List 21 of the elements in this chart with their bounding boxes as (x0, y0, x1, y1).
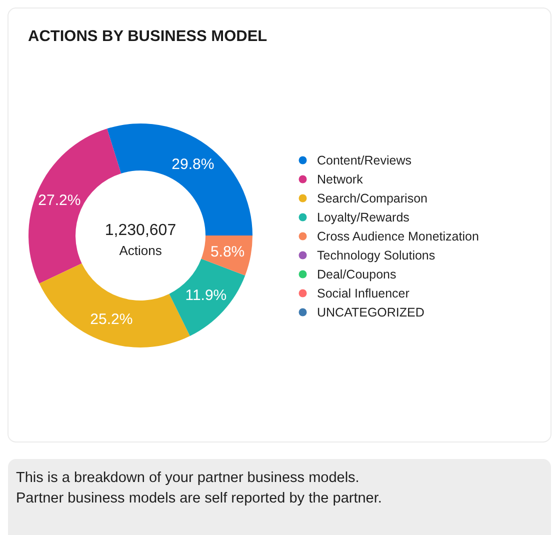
legend-label: Search/Comparison (317, 191, 428, 206)
legend-label: Cross Audience Monetization (317, 229, 479, 244)
data-label: 5.8% (210, 244, 245, 261)
legend-label: Social Influencer (317, 286, 410, 300)
data-label: 11.9% (185, 287, 227, 304)
legend-label: Loyalty/Rewards (317, 210, 410, 224)
data-label: 29.8% (172, 156, 214, 174)
data-label: 25.2% (90, 311, 133, 328)
text: Partner business models are self reported by the partner. (16, 490, 382, 506)
legend-label: Deal/Coupons (317, 267, 396, 282)
legend-label: Network (317, 172, 364, 186)
donut-slice (169, 258, 246, 336)
text: Actions (119, 243, 162, 258)
text: This is a breakdown of your partner business models. (16, 470, 360, 486)
text: 1,230,607 (104, 222, 176, 239)
data-label: 27.2% (38, 192, 81, 210)
legend-label: Technology Solutions (317, 248, 436, 262)
legend-label: UNCATEGORIZED (317, 305, 424, 320)
chart-title: ACTIONS BY BUSINESS MODEL (28, 28, 268, 45)
donut-slice (107, 124, 252, 236)
legend-label: Content/Reviews (317, 153, 412, 168)
